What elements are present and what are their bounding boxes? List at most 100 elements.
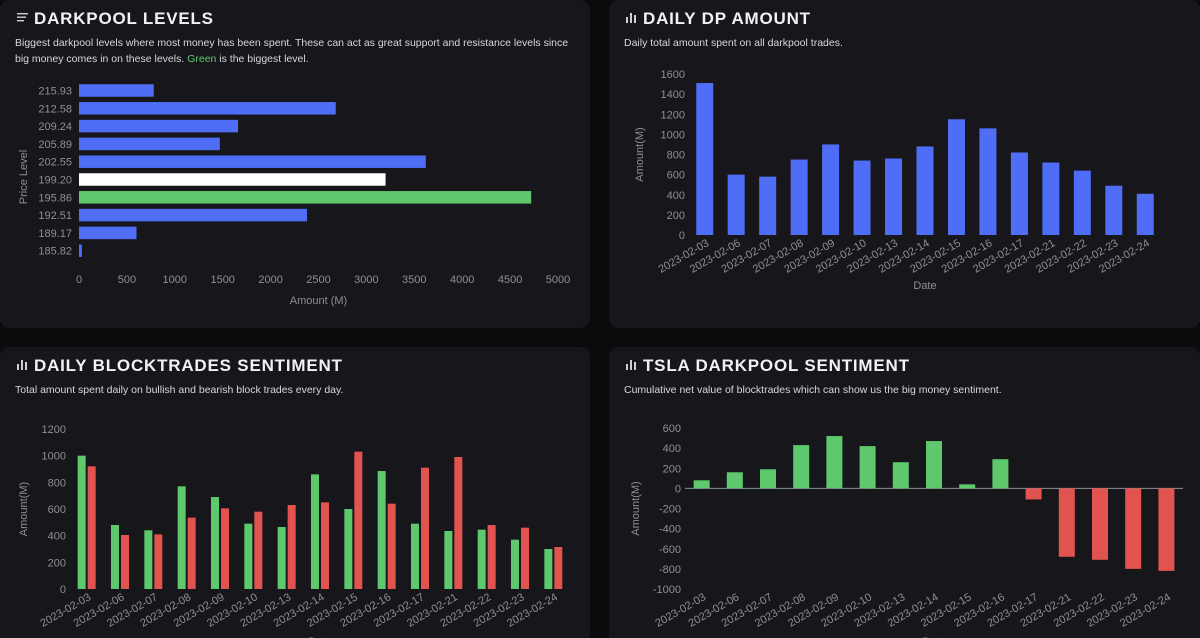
dp-amount-bar xyxy=(1136,193,1154,235)
y-axis-label: Amount(M) xyxy=(630,481,642,535)
bullish-bar xyxy=(244,523,253,589)
daily-dp-chart: 020040060080010001200140016002023-02-032… xyxy=(634,69,1154,292)
tsla-sentiment-description: Cumulative net value of blocktrades whic… xyxy=(624,384,1002,396)
tsla-sentiment-title: TSLA DARKPOOL SENTIMENT xyxy=(626,356,910,376)
description-text: Biggest darkpool levels where most money… xyxy=(15,37,569,65)
amount-tick-label: 4000 xyxy=(450,274,474,286)
dp-amount-bar xyxy=(790,159,808,235)
sentiment-bar xyxy=(693,480,710,489)
dp-amount-bar xyxy=(822,144,840,235)
tsla-sentiment-chart: 6004002000-200-400-600-800-10002023-02-0… xyxy=(630,423,1183,638)
dp-amount-bar xyxy=(853,160,871,235)
sentiment-bar xyxy=(1058,488,1075,557)
y-tick-label: 400 xyxy=(48,531,66,543)
y-tick-label: 400 xyxy=(663,443,681,455)
bullish-bar xyxy=(77,455,86,589)
blocktrades-chart: 0200400600800100012002023-02-032023-02-0… xyxy=(18,424,563,638)
amount-tick-label: 3000 xyxy=(354,274,378,286)
daily-dp-title-text: DAILY DP AMOUNT xyxy=(643,9,811,28)
bearish-bar xyxy=(221,508,229,589)
y-tick-label: 0 xyxy=(679,230,685,242)
price-level-tick-label: 185.82 xyxy=(38,246,72,258)
blocktrades-title-text: DAILY BLOCKTRADES SENTIMENT xyxy=(34,356,343,375)
sentiment-bar xyxy=(859,446,876,489)
sentiment-bar xyxy=(1125,488,1142,569)
y-tick-label: 0 xyxy=(60,584,66,596)
price-level-tick-label: 202.55 xyxy=(38,157,72,169)
darkpool-levels-title-text: DARKPOOL LEVELS xyxy=(34,9,214,28)
x-axis-label: Date xyxy=(922,636,945,638)
bullish-bar xyxy=(177,486,186,589)
bearish-bar xyxy=(421,467,429,589)
bearish-bar xyxy=(187,517,196,589)
price-level-tick-label: 192.51 xyxy=(38,210,72,222)
daily-dp-description: Daily total amount spent on all darkpool… xyxy=(624,37,843,49)
amount-tick-label: 4500 xyxy=(498,274,522,286)
dp-amount-bar xyxy=(1105,185,1123,235)
dp-amount-bar xyxy=(979,128,997,235)
bearish-bar xyxy=(487,525,496,589)
description-highlight: Green xyxy=(187,53,217,65)
bar-chart-icon xyxy=(17,360,27,370)
dp-amount-bar xyxy=(916,146,934,235)
darkpool-levels-title: DARKPOOL LEVELS xyxy=(17,9,214,29)
y-tick-label: -1000 xyxy=(653,584,681,596)
dp-amount-bar xyxy=(1073,170,1091,235)
dp-amount-bar xyxy=(696,83,714,236)
price-level-tick-label: 212.58 xyxy=(38,103,72,115)
bar-chart-icon xyxy=(626,13,636,23)
y-tick-label: 1000 xyxy=(42,451,66,463)
y-tick-label: 1200 xyxy=(42,424,66,436)
sentiment-bar xyxy=(959,484,976,489)
sentiment-bar xyxy=(760,469,776,489)
description-text-end: is the biggest level. xyxy=(216,53,309,65)
x-axis-label: Date xyxy=(913,280,936,292)
y-tick-label: 200 xyxy=(667,210,685,222)
level-bar xyxy=(79,173,386,186)
y-tick-label: 200 xyxy=(48,557,66,569)
x-axis-label: Date xyxy=(308,636,331,638)
price-level-tick-label: 215.93 xyxy=(38,86,72,98)
amount-tick-label: 3500 xyxy=(402,274,426,286)
amount-tick-label: 2000 xyxy=(258,274,282,286)
y-tick-label: 1200 xyxy=(661,109,685,121)
price-level-tick-label: 205.89 xyxy=(38,139,72,151)
y-tick-label: 800 xyxy=(667,150,685,162)
y-tick-label: 600 xyxy=(48,504,66,516)
bullish-bar xyxy=(277,527,286,589)
dp-amount-bar xyxy=(947,119,965,235)
price-level-tick-label: 189.17 xyxy=(38,228,72,240)
sentiment-bar xyxy=(1158,488,1175,571)
daily-dp-panel: DAILY DP AMOUNT Daily total amount spent… xyxy=(609,0,1200,328)
level-bar xyxy=(79,155,426,168)
y-tick-label: 200 xyxy=(663,463,681,475)
bullish-bar xyxy=(311,474,319,589)
daily-dp-title: DAILY DP AMOUNT xyxy=(626,9,811,29)
price-level-tick-label: 199.20 xyxy=(38,175,72,187)
price-level-tick-label: 195.86 xyxy=(38,192,72,204)
darkpool-levels-chart: 215.93 212.58 209.24 205.89 202.55 199.20 195.… xyxy=(18,84,570,307)
bearish-bar xyxy=(554,547,563,589)
bullish-bar xyxy=(111,525,119,589)
bearish-bar xyxy=(254,511,263,589)
bullish-bar xyxy=(344,509,353,589)
sentiment-bar xyxy=(892,462,909,489)
y-tick-label: 600 xyxy=(667,170,685,182)
amount-tick-label: 500 xyxy=(118,274,136,286)
bearish-bar xyxy=(287,505,296,589)
y-axis-label: Amount(M) xyxy=(634,127,646,181)
bullish-bar xyxy=(477,529,486,589)
y-tick-label: -200 xyxy=(659,504,681,516)
y-tick-label: -600 xyxy=(659,544,681,556)
bearish-bar xyxy=(387,503,396,589)
level-bar xyxy=(79,102,336,115)
sentiment-bar xyxy=(926,441,942,489)
amount-tick-label: 2500 xyxy=(306,274,330,286)
bullish-bar xyxy=(544,549,553,589)
level-bar xyxy=(79,84,154,97)
y-axis-label: Price Level xyxy=(18,150,30,204)
y-tick-label: 1600 xyxy=(661,69,685,81)
y-tick-label: 600 xyxy=(663,423,681,435)
bearish-bar xyxy=(87,466,96,589)
sentiment-bar xyxy=(726,472,743,489)
